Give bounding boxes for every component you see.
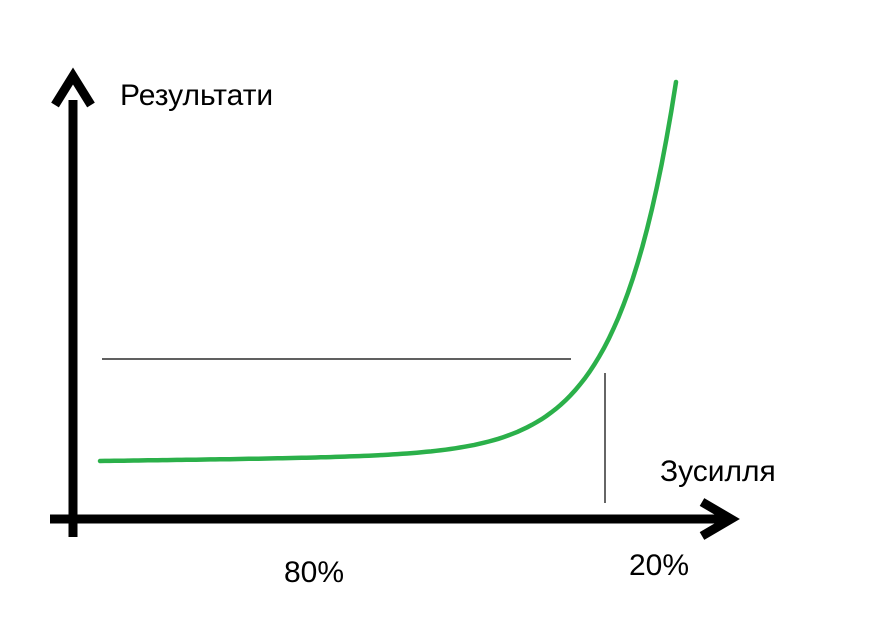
x-axis-arrowhead	[699, 498, 740, 540]
y-axis-label: Результати	[120, 79, 273, 112]
effort-result-curve	[97, 79, 679, 464]
segment-label-80: 80%	[284, 556, 344, 589]
segment-label-20: 20%	[629, 549, 689, 582]
y-axis-arrowhead	[51, 67, 95, 108]
x-axis-label: Зусилля	[660, 455, 776, 488]
